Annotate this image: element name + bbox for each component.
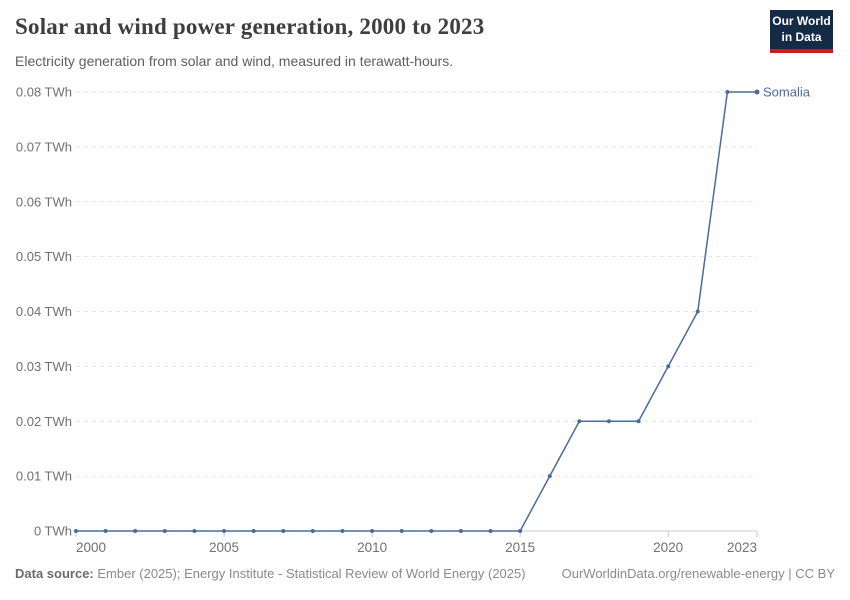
x-axis-tick-label: 2000 [76, 540, 106, 555]
data-point [133, 529, 138, 533]
data-point [577, 419, 582, 424]
data-point [399, 529, 404, 533]
data-point [547, 474, 552, 479]
data-source-text: Ember (2025); Energy Institute - Statist… [93, 566, 526, 581]
data-point [636, 419, 641, 424]
x-axis-tick-label: 2020 [653, 540, 683, 555]
data-point [725, 90, 730, 94]
data-point [192, 529, 197, 533]
data-source-label: Data source: [15, 566, 94, 581]
data-point [310, 529, 315, 533]
logo-line-2: in Data [781, 29, 822, 44]
data-point [606, 419, 611, 424]
y-axis-tick-label: 0.03 TWh [16, 359, 72, 374]
data-point [429, 529, 434, 533]
y-axis-tick-label: 0.04 TWh [16, 304, 72, 319]
data-point [281, 529, 286, 533]
data-point [695, 309, 700, 314]
y-axis-tick-label: 0.08 TWh [16, 85, 72, 100]
footer-link[interactable]: OurWorldinData.org/renewable-energy | CC… [561, 566, 835, 581]
x-axis-tick-label: 2005 [209, 540, 239, 555]
data-point [370, 529, 375, 533]
data-point [518, 529, 523, 533]
y-axis-tick-label: 0.05 TWh [16, 249, 72, 264]
y-axis-tick-label: 0.07 TWh [16, 139, 72, 154]
series-label: Somalia [763, 85, 811, 100]
data-source-line: Data source: Ember (2025); Energy Instit… [15, 566, 526, 581]
y-axis-tick-label: 0.01 TWh [16, 469, 72, 484]
data-point [162, 529, 167, 533]
data-point [251, 529, 256, 533]
x-axis-tick-label: 2023 [727, 540, 757, 555]
logo-line-1: Our World [772, 13, 831, 28]
data-point [458, 529, 463, 533]
x-axis-tick-label: 2015 [505, 540, 535, 555]
data-point [103, 529, 108, 533]
series-end-point [754, 89, 760, 95]
owid-logo: Our World in Data [770, 10, 833, 53]
page-subtitle: Electricity generation from solar and wi… [15, 53, 454, 69]
series-line [76, 91, 757, 532]
y-axis-tick-label: 0 TWh [34, 524, 72, 539]
data-point [74, 529, 78, 533]
data-point [666, 364, 671, 369]
data-point [488, 529, 493, 533]
y-axis-tick-label: 0.06 TWh [16, 194, 72, 209]
x-axis-tick-label: 2010 [357, 540, 387, 555]
data-point [222, 529, 227, 533]
page-title: Solar and wind power generation, 2000 to… [15, 14, 485, 39]
data-point [340, 529, 345, 533]
y-axis-tick-label: 0.02 TWh [16, 414, 72, 429]
